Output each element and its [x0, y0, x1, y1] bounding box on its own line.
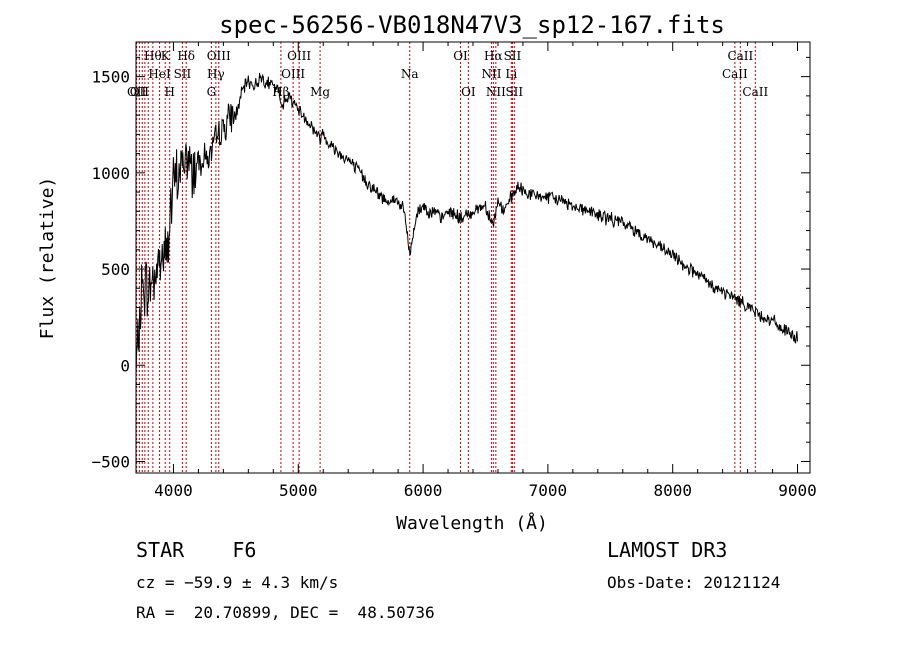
survey-name: LAMOST DR3 [607, 538, 728, 562]
x-tick-label-3: 7000 [529, 481, 568, 500]
subclass-value: F6 [232, 538, 257, 562]
spectrum-line [135, 72, 798, 376]
class-value: STAR [136, 538, 185, 562]
line-label-28: CaII [727, 49, 753, 63]
redshift-velocity: cz = −59.9 ± 4.3 km/s [136, 573, 339, 592]
line-label-9: SII [174, 67, 192, 81]
line-label-10: Hδ [177, 49, 195, 63]
y-tick-label-4: 1500 [91, 68, 130, 87]
coordinates: RA = 20.70899, DEC = 48.50736 [136, 603, 435, 622]
line-label-25: SII [504, 49, 522, 63]
axis-ticks: 4000 5000 6000 7000 8000 9000 −500 0 500 1000 1500 [91, 42, 817, 500]
plot-frame [135, 41, 811, 474]
line-label-12: Hγ [207, 67, 225, 81]
y-tick-label-2: 500 [101, 260, 130, 279]
x-axis-label: Wavelength (Å) [396, 512, 548, 534]
line-label-16: OIII [287, 49, 311, 63]
line-label-27: CaII [722, 67, 748, 81]
x-tick-label-4: 8000 [653, 481, 692, 500]
line-label-23: NII [486, 85, 506, 99]
y-tick-label-1: 0 [120, 356, 130, 375]
y-tick-label-0: −500 [91, 452, 130, 471]
line-label-24: Li [505, 67, 517, 81]
line-label-21: NII [481, 67, 501, 81]
x-tick-label-0: 4000 [154, 481, 193, 500]
x-tick-label-1: 5000 [279, 481, 318, 500]
line-label-26: SII [505, 85, 523, 99]
line-label-20: OI [461, 85, 476, 99]
observation-date: Obs-Date: 20121124 [607, 573, 781, 592]
line-label-11: G [207, 85, 217, 99]
x-tick-label-2: 6000 [404, 481, 443, 500]
emission-line-labels: OIIOIIHθHeIKHSIIHδGHγOIIIHβOIIIOIIIMgNaO… [127, 49, 769, 99]
y-axis-label: Flux (relative) [37, 177, 58, 340]
line-label-0: OII [127, 85, 147, 99]
line-label-5: Hθ [144, 49, 162, 63]
line-label-19: OI [453, 49, 468, 63]
line-label-7: K [161, 49, 171, 63]
line-label-15: OIII [281, 67, 305, 81]
y-tick-label-3: 1000 [91, 164, 130, 183]
line-label-13: OIII [207, 49, 231, 63]
line-label-22: Hα [484, 49, 503, 63]
line-label-8: H [164, 85, 174, 99]
line-label-17: Mg [310, 85, 330, 99]
chart-title: spec-56256-VB018N47V3_sp12-167.fits [219, 11, 725, 39]
line-label-18: Na [401, 67, 419, 81]
line-label-6: HeI [148, 67, 171, 81]
line-label-1: OII [130, 85, 150, 99]
line-label-29: CaII [742, 85, 768, 99]
object-class: STAR F6 [136, 538, 256, 562]
x-tick-label-5: 9000 [778, 481, 817, 500]
